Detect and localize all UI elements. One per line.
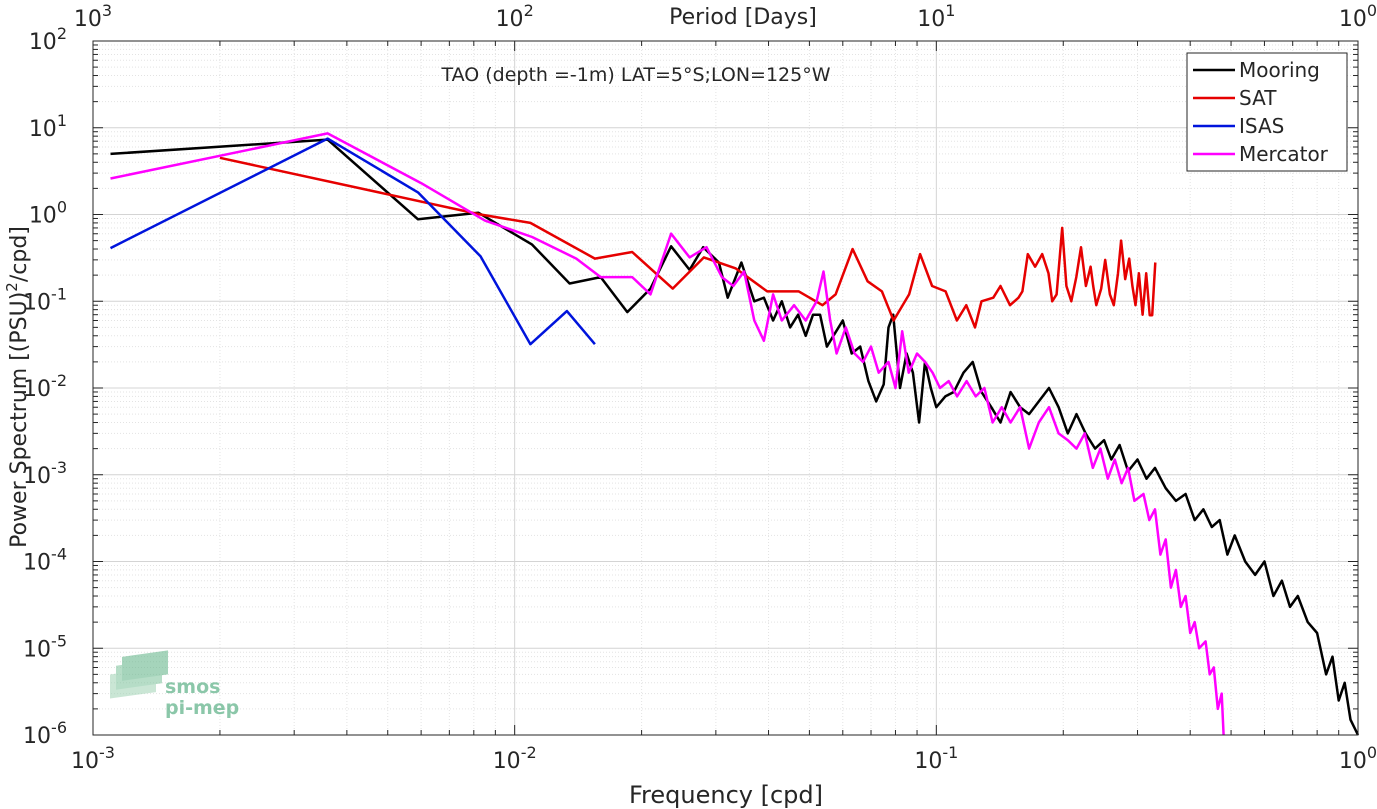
logo-layer-3	[122, 650, 168, 681]
legend-label-mooring: Mooring	[1239, 58, 1320, 82]
top-tick-label-base: 10	[496, 7, 524, 32]
x-tick-label: 100	[1339, 743, 1377, 774]
x-tick-label: 10-1	[914, 743, 958, 774]
y-tick-label-exponent: 1	[57, 111, 67, 130]
top-tick-label-exponent: 2	[524, 1, 534, 20]
y-axis-label-superscript: 2	[3, 282, 21, 292]
legend-box	[1186, 52, 1348, 172]
y-tick-label-base: 10	[23, 377, 51, 402]
y-tick-label-base: 10	[29, 117, 57, 142]
y-tick-label-base: 10	[23, 290, 51, 315]
y-tick-label-exponent: -6	[51, 718, 67, 737]
y-tick-label: 10-4	[23, 545, 67, 576]
y-tick-label: 100	[29, 198, 67, 229]
series-line-mercator	[110, 132, 1225, 736]
y-tick-label-exponent: -5	[51, 631, 67, 650]
y-tick-label-exponent: -1	[51, 284, 67, 303]
y-tick-label: 10-6	[23, 718, 67, 749]
x-tick-label-exponent: -3	[99, 743, 115, 762]
x-tick-label: 10-2	[493, 743, 537, 774]
top-axis-label: Period [Days]	[669, 5, 817, 30]
top-tick-label-exponent: 1	[945, 1, 955, 20]
y-tick-label-base: 10	[23, 724, 51, 749]
x-tick-label-base: 10	[493, 749, 521, 774]
y-tick-label: 10-5	[23, 631, 67, 662]
top-tick-label: 102	[496, 1, 534, 32]
series-line-sat	[219, 156, 1157, 329]
y-axis-label: Power Spectrum [(PSU)2/cpd]	[3, 226, 32, 548]
minor-grid	[93, 41, 1358, 735]
legend-label-mercator: Mercator	[1239, 142, 1329, 166]
series-line-mooring	[110, 138, 1360, 736]
top-tick-label: 103	[74, 1, 112, 32]
x-tick-label-exponent: -1	[942, 743, 958, 762]
x-tick-labels: 10-3 10-2 10-1 100	[71, 743, 1377, 774]
top-tick-label-base: 10	[74, 7, 102, 32]
series-line-isas	[109, 137, 596, 346]
y-tick-label-exponent: -2	[51, 371, 67, 390]
chart-title: TAO (depth =-1m) LAT=5°S;LON=125°W	[440, 64, 830, 86]
y-tick-label: 10-2	[23, 371, 67, 402]
top-tick-label-exponent: 3	[102, 1, 112, 20]
top-tick-label: 101	[917, 1, 955, 32]
x-tick-label: 10-3	[71, 743, 115, 774]
y-tick-label-exponent: 0	[57, 198, 67, 217]
y-tick-label: 10-1	[23, 284, 67, 315]
smos-pi-mep-logo: smos pi-mep	[110, 650, 239, 719]
x-tick-label-base: 10	[1339, 749, 1367, 774]
y-tick-label-exponent: -4	[51, 545, 67, 564]
y-tick-label-base: 10	[23, 551, 51, 576]
top-tick-label-base: 10	[917, 7, 945, 32]
top-tick-label-base: 10	[1339, 7, 1367, 32]
x-tick-label-base: 10	[914, 749, 942, 774]
y-axis-label-tail: /cpd]	[7, 226, 32, 282]
tick-marks	[92, 41, 1358, 736]
y-tick-label: 10-3	[23, 458, 67, 489]
y-tick-label-base: 10	[23, 637, 51, 662]
x-tick-label-exponent: -2	[521, 743, 537, 762]
legend-label-sat: SAT	[1239, 86, 1277, 110]
logo-text-pi-mep: pi-mep	[165, 697, 239, 719]
y-tick-label-exponent: -3	[51, 458, 67, 477]
x-axis-label: Frequency [cpd]	[629, 781, 823, 809]
y-tick-label: 102	[29, 24, 67, 55]
top-tick-label-exponent: 0	[1367, 1, 1377, 20]
y-tick-label-exponent: 2	[57, 24, 67, 43]
y-tick-label-base: 10	[23, 464, 51, 489]
top-tick-labels: 103 102 101 100	[74, 1, 1377, 32]
x-tick-label-base: 10	[71, 749, 99, 774]
y-tick-label-base: 10	[29, 30, 57, 55]
y-tick-label-base: 10	[29, 204, 57, 229]
x-tick-label-exponent: 0	[1367, 743, 1377, 762]
legend: Mooring SAT ISAS Mercator	[1186, 52, 1348, 172]
top-tick-label: 100	[1339, 1, 1377, 32]
y-axis-label-main: Power Spectrum [(PSU)	[7, 292, 32, 548]
y-tick-label: 101	[29, 111, 67, 142]
legend-label-isas: ISAS	[1239, 114, 1284, 138]
series-lines	[109, 132, 1360, 736]
logo-text-smos: smos	[165, 676, 220, 698]
